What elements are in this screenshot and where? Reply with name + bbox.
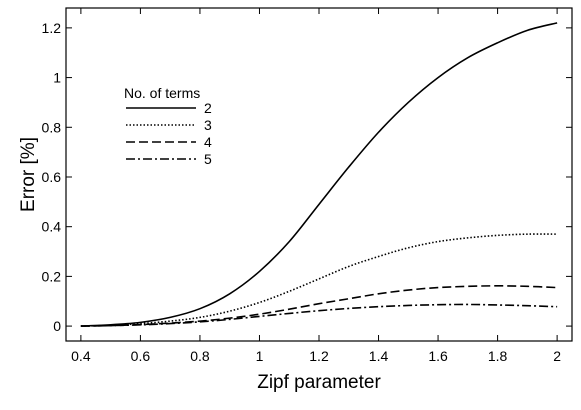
plot-lines [80, 22, 558, 327]
x-tick-label: 0.8 [190, 348, 210, 364]
series-line-3 [80, 233, 558, 327]
x-tick-label: 1.8 [488, 348, 508, 364]
y-tick-label: 1 [53, 70, 61, 86]
x-tick-label: 1.4 [369, 348, 389, 364]
x-tick-label: 2 [553, 348, 561, 364]
x-tick-label: 0.6 [131, 348, 151, 364]
series-line-5 [80, 303, 558, 327]
series-line-2 [80, 22, 558, 327]
y-tick-label: 0.6 [42, 169, 62, 185]
x-tick-label: 1.6 [428, 348, 448, 364]
legend-label-2: 2 [204, 100, 212, 116]
legend-label-3: 3 [204, 117, 212, 133]
y-axis-ticks: 0 0.2 0.4 0.6 0.8 1 1.2 [42, 20, 572, 334]
y-tick-label: 0 [53, 318, 61, 334]
y-tick-label: 0.8 [42, 119, 62, 135]
x-tick-label: 1 [256, 348, 264, 364]
x-axis-ticks: 0.4 0.6 0.8 1 1.2 1.4 1.6 1.8 2 [71, 8, 561, 364]
x-tick-label: 1.2 [309, 348, 329, 364]
y-tick-label: 0.2 [42, 268, 62, 284]
y-tick-label: 1.2 [42, 20, 62, 36]
legend-label-5: 5 [204, 151, 212, 167]
x-tick-label: 0.4 [71, 348, 91, 364]
legend-title: No. of terms [124, 85, 200, 101]
legend-label-4: 4 [204, 134, 212, 150]
y-tick-label: 0.4 [42, 219, 62, 235]
plot-frame [65, 7, 573, 342]
y-axis-title: Error [%] [18, 137, 39, 212]
x-axis-title: Zipf parameter [257, 372, 381, 393]
